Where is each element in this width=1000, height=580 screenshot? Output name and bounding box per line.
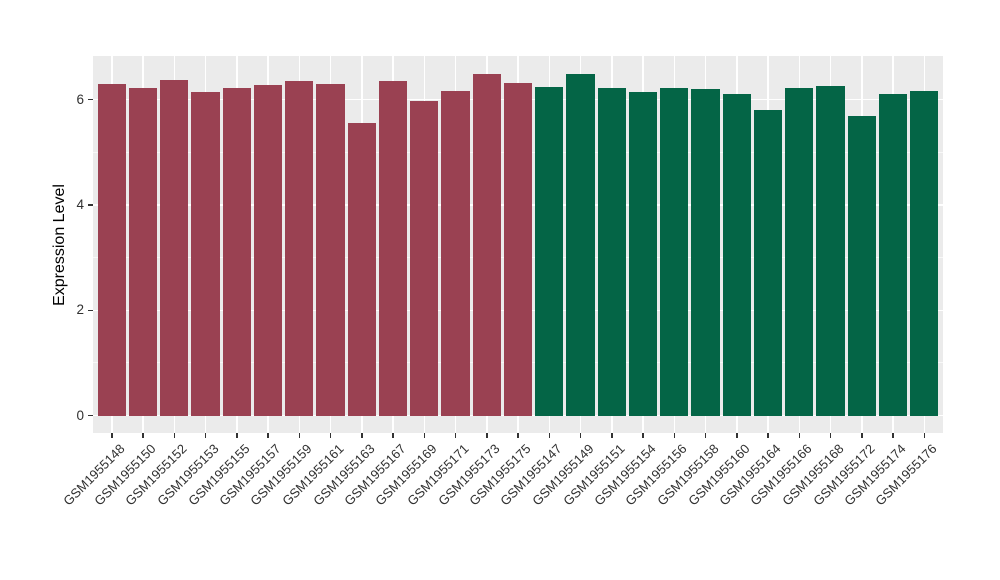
bar	[316, 83, 345, 416]
x-tick-mark	[548, 433, 550, 438]
x-tick-mark	[142, 433, 144, 438]
y-axis-title: Expression Level	[51, 183, 68, 306]
bar	[441, 90, 470, 416]
x-tick-mark	[173, 433, 175, 438]
bar	[847, 116, 876, 416]
x-tick-mark	[392, 433, 394, 438]
bar	[722, 93, 751, 416]
bar	[878, 94, 908, 416]
x-tick-mark	[361, 433, 363, 438]
bar	[566, 74, 595, 416]
x-tick-mark	[892, 433, 894, 438]
y-tick-mark	[88, 414, 93, 417]
x-tick-mark	[111, 433, 113, 438]
bar	[597, 87, 626, 416]
bar	[128, 88, 158, 416]
y-tick-label: 4	[76, 197, 84, 212]
bar	[472, 74, 501, 416]
x-tick-mark	[517, 433, 519, 438]
bar	[378, 80, 408, 416]
x-tick-mark	[861, 433, 863, 438]
bar	[410, 100, 439, 416]
bar	[535, 86, 564, 416]
bar	[97, 83, 126, 416]
x-tick-mark	[329, 433, 332, 438]
x-tick-mark	[486, 433, 488, 438]
x-tick-mark	[673, 433, 675, 438]
x-tick-mark	[798, 433, 800, 438]
bar	[503, 83, 533, 416]
bar	[160, 80, 189, 416]
x-tick-mark	[642, 433, 644, 438]
x-tick-mark	[579, 433, 582, 438]
bar	[628, 91, 658, 416]
y-tick-label: 6	[76, 91, 84, 107]
y-tick-mark	[88, 309, 93, 312]
bar	[691, 88, 720, 416]
bar	[910, 90, 939, 416]
x-tick-mark	[829, 433, 832, 438]
x-tick-mark	[423, 433, 425, 438]
bar	[253, 84, 283, 416]
y-tick-label: 0	[76, 407, 84, 423]
x-tick-mark	[204, 433, 207, 438]
x-tick-mark	[454, 433, 457, 438]
y-tick-label: 2	[76, 302, 84, 318]
x-tick-mark	[611, 433, 613, 438]
bar	[660, 87, 689, 416]
x-tick-mark	[267, 433, 269, 438]
x-tick-mark	[767, 433, 769, 438]
x-tick-mark	[236, 433, 238, 438]
bar	[191, 91, 220, 416]
bar	[753, 110, 783, 416]
bar	[222, 87, 251, 416]
bar	[816, 86, 845, 416]
x-tick-mark	[298, 433, 300, 438]
x-tick-mark	[736, 433, 738, 438]
x-tick-mark	[704, 433, 707, 438]
y-tick-mark	[88, 98, 93, 101]
bar	[785, 87, 814, 416]
bar	[347, 122, 376, 416]
x-tick-mark	[923, 433, 925, 438]
plot-panel	[93, 56, 943, 433]
y-tick-mark	[88, 204, 93, 206]
bar	[285, 81, 314, 416]
